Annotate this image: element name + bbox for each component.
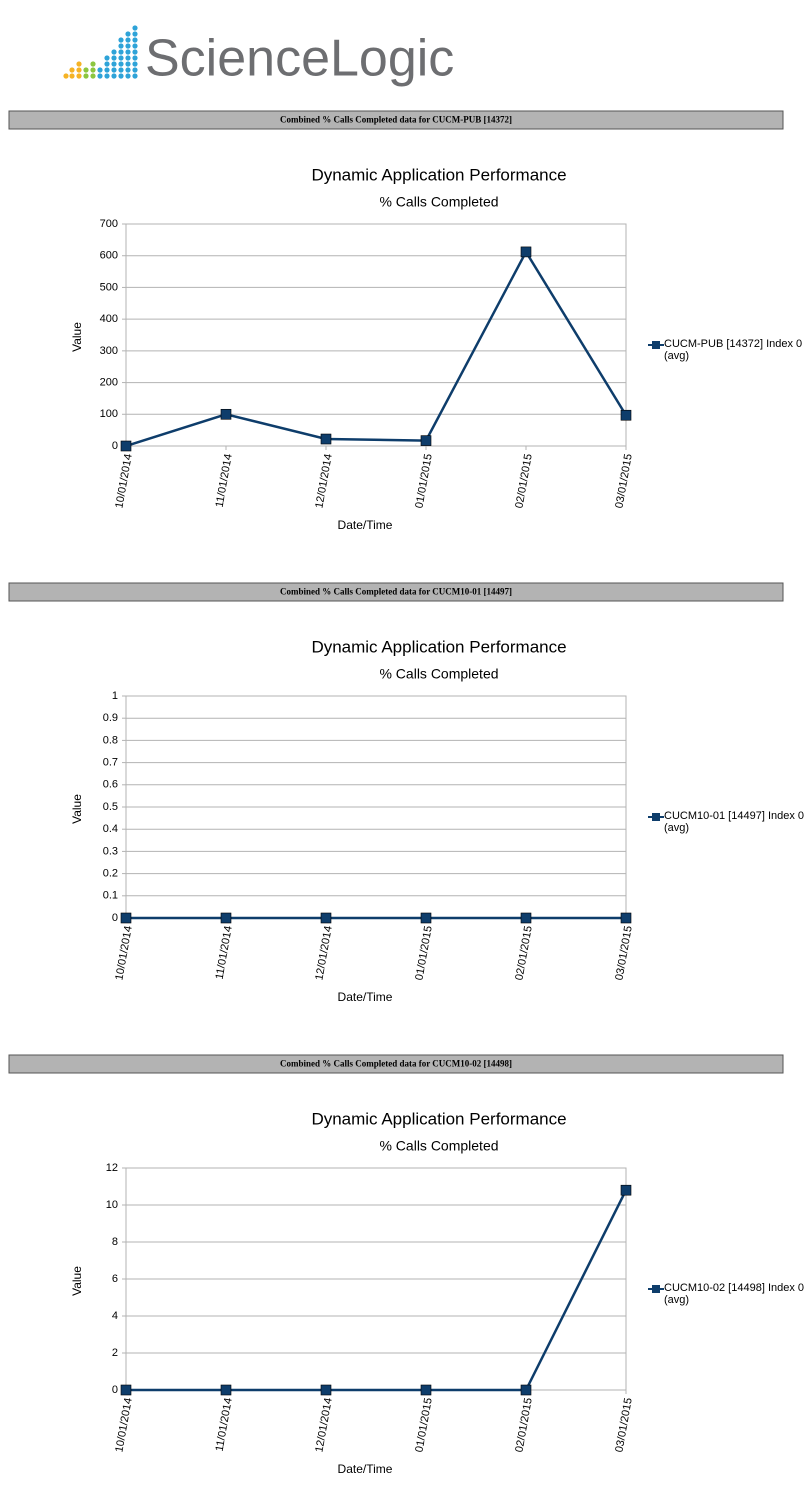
x-tick-label: 03/01/2015 <box>613 1397 634 1453</box>
y-tick-label: 400 <box>100 313 118 325</box>
series-line <box>126 1189 628 1392</box>
x-tick-label: 01/01/2015 <box>413 925 434 981</box>
point-marker <box>320 433 332 445</box>
x-tick-label: 11/01/2014 <box>214 925 235 981</box>
chart: Combined % Calls Completed data for CUCM… <box>8 110 803 532</box>
point-marker <box>120 912 132 924</box>
caption-bar <box>8 582 784 602</box>
series-line <box>125 249 628 448</box>
chart-title: Dynamic Application Performance <box>311 1109 566 1128</box>
x-tick-label: 10/01/2014 <box>113 1397 134 1453</box>
point-marker <box>120 440 132 452</box>
x-tick-label: 02/01/2015 <box>513 925 534 981</box>
point-marker <box>320 1384 332 1396</box>
y-tick-label: 700 <box>100 218 118 230</box>
point-marker <box>620 409 632 421</box>
y-tick-label: 0 <box>112 912 118 924</box>
y-axis-label: Value <box>70 794 84 824</box>
y-tick-label: 0 <box>112 1384 118 1396</box>
y-tick-label: 1 <box>112 690 118 702</box>
y-tick-label: 0.2 <box>103 868 118 880</box>
caption: Combined % Calls Completed data for CUCM… <box>280 1059 512 1069</box>
point-marker <box>220 912 232 924</box>
y-tick-label: 6 <box>112 1273 118 1285</box>
chart-subtitle: % Calls Completed <box>379 1138 498 1154</box>
legend-label: CUCM10-01 [14497] Index 0 (avg) <box>664 810 805 834</box>
y-tick-label: 300 <box>100 345 118 357</box>
logo-text: ScienceLogic <box>145 30 454 88</box>
plot-frame <box>125 223 627 447</box>
point-marker <box>620 1184 632 1196</box>
y-tick-label: 0.7 <box>103 757 118 769</box>
y-tick-label: 12 <box>106 1162 118 1174</box>
x-tick-label: 10/01/2014 <box>113 453 134 509</box>
y-tick-label: 600 <box>100 250 118 262</box>
y-tick-label: 200 <box>100 376 118 388</box>
point-marker <box>220 1384 232 1396</box>
x-tick-label: 03/01/2015 <box>613 925 634 981</box>
caption: Combined % Calls Completed data for CUCM… <box>280 115 512 125</box>
y-tick-label: 0.6 <box>103 779 118 791</box>
point-marker <box>520 1384 532 1396</box>
point-marker <box>520 246 532 258</box>
x-tick-label: 12/01/2014 <box>313 925 334 981</box>
x-axis-label: Date/Time <box>338 1462 393 1476</box>
legend: CUCM10-02 [14498] Index 0 (avg) <box>664 1282 805 1306</box>
chart-subtitle: % Calls Completed <box>379 194 498 210</box>
point-marker <box>520 912 532 924</box>
y-tick-label: 0.9 <box>103 712 118 724</box>
x-tick-label: 10/01/2014 <box>113 925 134 981</box>
y-tick-label: 500 <box>100 281 118 293</box>
x-tick-label: 12/01/2014 <box>313 453 334 509</box>
y-axis-label: Value <box>70 322 84 352</box>
legend-label: CUCM10-02 [14498] Index 0 (avg) <box>664 1282 805 1306</box>
chart-title: Dynamic Application Performance <box>311 165 566 184</box>
logo-mark <box>63 25 138 79</box>
y-tick-label: 4 <box>112 1310 118 1322</box>
point-marker <box>420 912 432 924</box>
y-tick-label: 0.1 <box>103 890 118 902</box>
x-axis-label: Date/Time <box>338 518 393 532</box>
x-tick-label: 02/01/2015 <box>513 453 534 509</box>
x-tick-label: 02/01/2015 <box>513 1397 534 1453</box>
chart: Combined % Calls Completed data for CUCM… <box>8 1054 805 1476</box>
caption-bar <box>8 1054 784 1074</box>
y-axis-label: Value <box>70 1266 84 1296</box>
y-tick-label: 0.3 <box>103 845 118 857</box>
y-tick-label: 100 <box>100 408 118 420</box>
chart-subtitle: % Calls Completed <box>379 666 498 682</box>
caption-bar <box>8 110 784 130</box>
point-marker <box>620 912 632 924</box>
x-tick-label: 03/01/2015 <box>613 453 634 509</box>
legend-label: CUCM-PUB [14372] Index 0 (avg) <box>664 338 803 362</box>
point-marker <box>420 1384 432 1396</box>
legend: CUCM-PUB [14372] Index 0 (avg) <box>664 338 803 362</box>
chart: Combined % Calls Completed data for CUCM… <box>8 582 805 1004</box>
point-marker <box>220 408 232 420</box>
point-marker <box>420 435 432 446</box>
point-marker <box>320 912 332 924</box>
x-tick-label: 12/01/2014 <box>313 1397 334 1453</box>
x-tick-label: 01/01/2015 <box>413 453 434 509</box>
y-tick-label: 0.5 <box>103 801 118 813</box>
y-tick-label: 0 <box>112 440 118 452</box>
y-tick-label: 2 <box>112 1347 118 1359</box>
x-tick-label: 01/01/2015 <box>413 1397 434 1453</box>
y-tick-label: 0.4 <box>103 823 118 835</box>
y-tick-label: 10 <box>106 1199 118 1211</box>
caption: Combined % Calls Completed data for CUCM… <box>280 587 512 597</box>
chart-title: Dynamic Application Performance <box>311 637 566 656</box>
legend: CUCM10-01 [14497] Index 0 (avg) <box>664 810 805 834</box>
x-axis-label: Date/Time <box>338 990 393 1004</box>
y-tick-label: 8 <box>112 1236 118 1248</box>
x-tick-label: 11/01/2014 <box>214 453 235 509</box>
y-tick-label: 0.8 <box>103 734 118 746</box>
x-tick-label: 11/01/2014 <box>214 1397 235 1453</box>
point-marker <box>120 1384 132 1396</box>
